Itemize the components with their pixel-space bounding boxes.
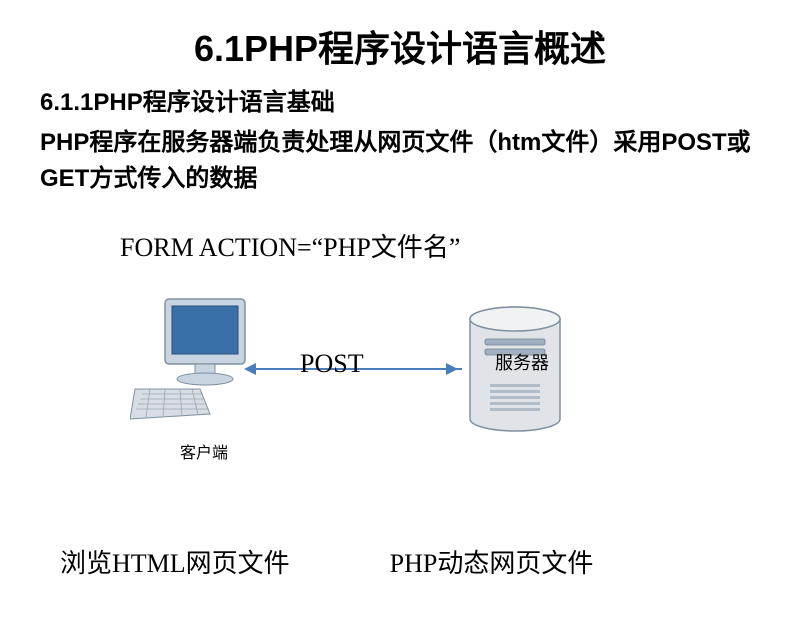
client-server-diagram: POST 客户端 服务器: [0, 274, 800, 494]
client-label: 客户端: [180, 439, 228, 463]
bottom-label-row: 浏览HTML网页文件 PHP动态网页文件: [0, 543, 800, 580]
form-action-text: FORM ACTION=“PHP文件名”: [120, 227, 800, 264]
post-label: POST: [300, 349, 364, 379]
server-label: 服务器: [495, 349, 549, 375]
body-paragraph: PHP程序在服务器端负责处理从网页文件（htm文件）采用POST或GET方式传入…: [40, 125, 760, 197]
browse-html-label: 浏览HTML网页文件: [60, 543, 290, 580]
php-dynamic-label: PHP动态网页文件: [390, 543, 594, 580]
section-subtitle: 6.1.1PHP程序设计语言基础: [40, 82, 800, 117]
page-title: 6.1PHP程序设计语言概述: [0, 20, 800, 72]
